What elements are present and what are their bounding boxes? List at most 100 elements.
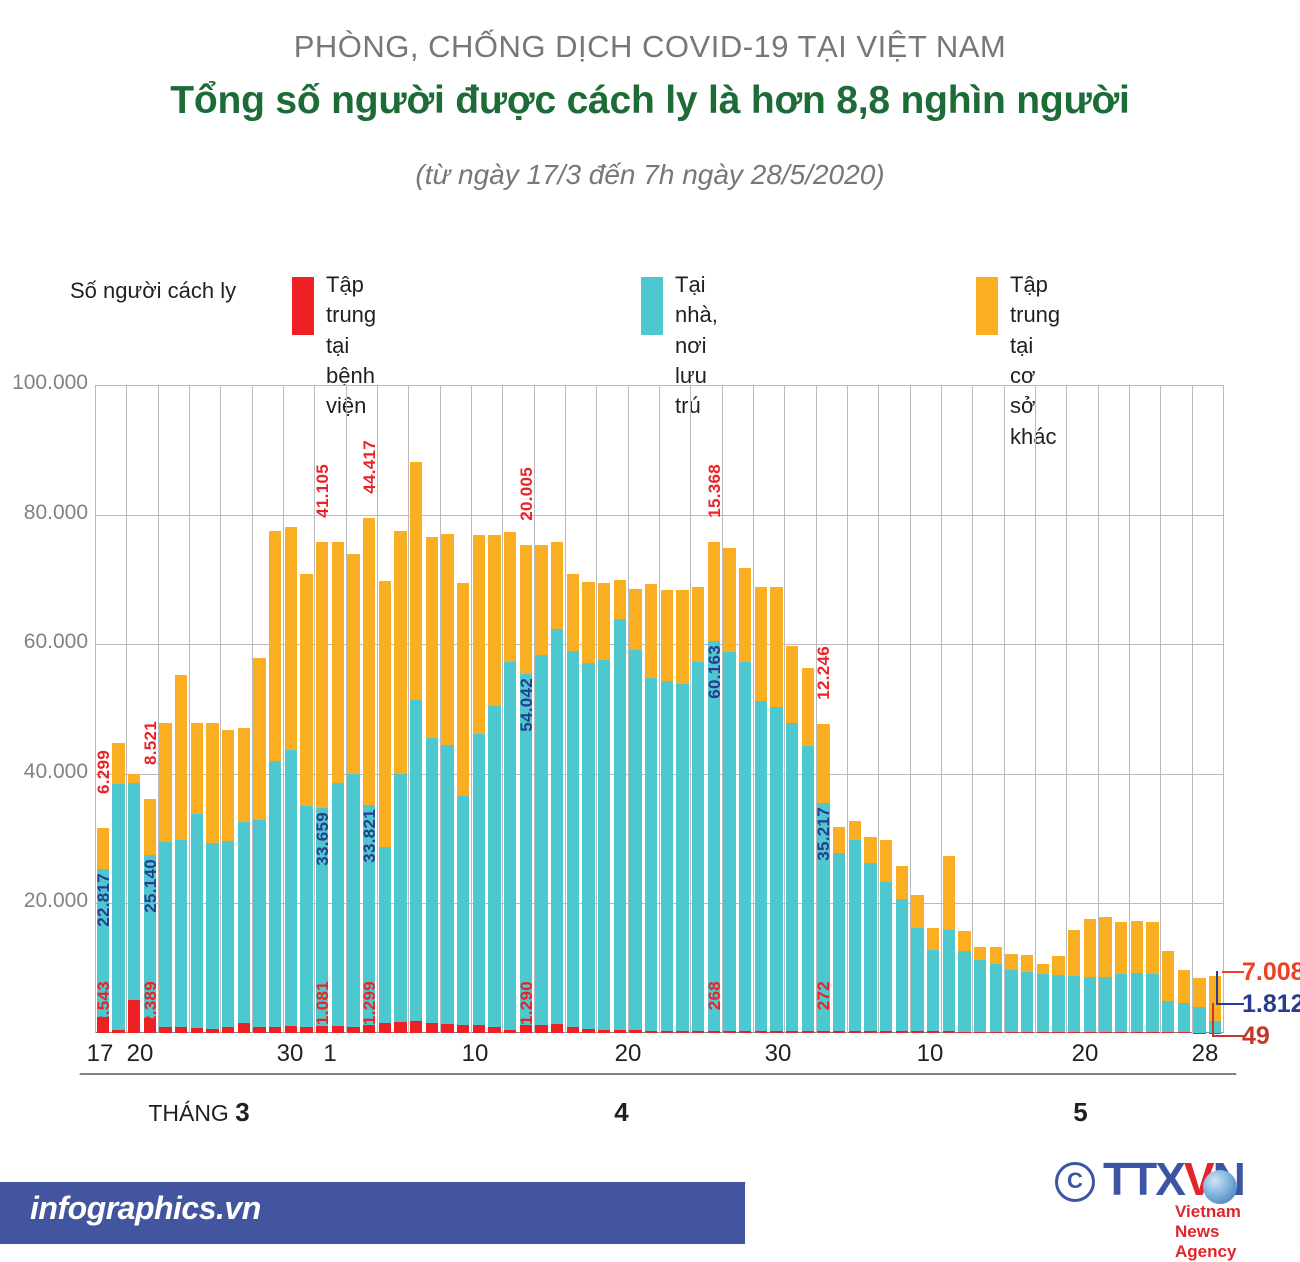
bar-stack[interactable] xyxy=(708,542,721,1033)
bar-stack[interactable] xyxy=(520,545,533,1033)
bar-stack[interactable] xyxy=(849,821,862,1033)
bar-stack[interactable] xyxy=(504,532,517,1033)
bar-stack[interactable] xyxy=(269,531,282,1033)
bar-stack[interactable] xyxy=(1115,922,1128,1033)
bar-stack[interactable] xyxy=(864,837,877,1033)
gridline-horizontal xyxy=(95,644,1223,645)
bar-stack[interactable] xyxy=(1005,954,1018,1033)
bar-stack[interactable] xyxy=(1084,919,1097,1033)
bar-stack[interactable] xyxy=(1099,917,1112,1033)
x-tick-label: 10 xyxy=(900,1040,960,1068)
bar-segment-home xyxy=(817,803,830,1031)
bar-segment-home xyxy=(911,928,924,1032)
bar-stack[interactable] xyxy=(927,928,940,1033)
gridline-vertical xyxy=(910,385,911,1033)
bar-stack[interactable] xyxy=(191,723,204,1033)
bar-stack[interactable] xyxy=(1146,922,1159,1033)
bar-stack[interactable] xyxy=(410,462,423,1033)
bar-segment-other xyxy=(112,743,125,784)
bar-stack[interactable] xyxy=(958,931,971,1033)
bar-stack[interactable] xyxy=(1131,921,1144,1033)
bar-stack[interactable] xyxy=(1162,951,1175,1033)
bar-stack[interactable] xyxy=(363,518,376,1033)
bar-segment-other xyxy=(817,724,830,803)
bar-stack[interactable] xyxy=(97,828,110,1033)
bar-stack[interactable] xyxy=(1068,930,1081,1033)
bar-segment-home xyxy=(238,822,251,1022)
bar-stack[interactable] xyxy=(896,866,909,1033)
bar-stack[interactable] xyxy=(943,856,956,1033)
bar-stack[interactable] xyxy=(661,590,674,1033)
bar-stack[interactable] xyxy=(880,840,893,1033)
bar-stack[interactable] xyxy=(394,531,407,1033)
data-label: 1.290 xyxy=(517,981,537,1025)
bar-stack[interactable] xyxy=(1021,955,1034,1033)
bar-segment-hospital xyxy=(1021,1032,1034,1033)
bar-stack[interactable] xyxy=(911,895,924,1033)
bar-stack[interactable] xyxy=(535,545,548,1033)
bar-segment-home xyxy=(1115,974,1128,1032)
bar-stack[interactable] xyxy=(1209,976,1222,1033)
bar-stack[interactable] xyxy=(347,554,360,1033)
bar-stack[interactable] xyxy=(238,728,251,1033)
bar-stack[interactable] xyxy=(629,588,642,1033)
bar-stack[interactable] xyxy=(175,675,188,1033)
bar-stack[interactable] xyxy=(488,535,501,1033)
bar-segment-hospital xyxy=(661,1031,674,1033)
bar-stack[interactable] xyxy=(222,730,235,1033)
bar-stack[interactable] xyxy=(723,548,736,1033)
bar-stack[interactable] xyxy=(974,947,987,1033)
bar-stack[interactable] xyxy=(300,574,313,1033)
data-label: 41.105 xyxy=(313,464,333,518)
bar-stack[interactable] xyxy=(457,583,470,1033)
bar-stack[interactable] xyxy=(676,590,689,1033)
bar-stack[interactable] xyxy=(316,542,329,1033)
bar-stack[interactable] xyxy=(582,582,595,1033)
bar-stack[interactable] xyxy=(206,723,219,1033)
bar-stack[interactable] xyxy=(159,723,172,1033)
bar-stack[interactable] xyxy=(128,774,141,1033)
bar-stack[interactable] xyxy=(253,658,266,1033)
data-label: 22.817 xyxy=(94,873,114,927)
bar-stack[interactable] xyxy=(473,535,486,1033)
bar-segment-other xyxy=(253,658,266,820)
bar-stack[interactable] xyxy=(441,534,454,1033)
bar-segment-home xyxy=(770,707,783,1031)
bar-stack[interactable] xyxy=(567,574,580,1033)
bar-stack[interactable] xyxy=(144,799,157,1033)
bar-stack[interactable] xyxy=(770,587,783,1033)
bar-stack[interactable] xyxy=(1037,964,1050,1033)
bar-segment-home xyxy=(739,662,752,1031)
bar-stack[interactable] xyxy=(551,542,564,1034)
gridline-vertical xyxy=(596,385,597,1033)
bar-stack[interactable] xyxy=(426,537,439,1033)
bar-segment-other xyxy=(629,589,642,651)
bar-stack[interactable] xyxy=(598,583,611,1033)
bar-stack[interactable] xyxy=(817,724,830,1033)
bar-stack[interactable] xyxy=(833,827,846,1033)
bar-stack[interactable] xyxy=(802,668,815,1033)
bar-stack[interactable] xyxy=(379,581,392,1033)
banner-notch xyxy=(660,1182,746,1244)
bar-stack[interactable] xyxy=(614,580,627,1033)
bar-stack[interactable] xyxy=(1193,978,1206,1033)
data-label: 12.246 xyxy=(814,646,834,700)
bar-segment-hospital xyxy=(238,1023,251,1033)
bar-stack[interactable] xyxy=(645,584,658,1033)
bar-segment-home xyxy=(1068,976,1081,1032)
bar-stack[interactable] xyxy=(692,587,705,1033)
bar-segment-home xyxy=(958,951,971,1032)
bar-stack[interactable] xyxy=(1178,970,1191,1033)
bar-segment-other xyxy=(97,828,110,869)
bar-stack[interactable] xyxy=(332,542,345,1033)
bar-segment-hospital xyxy=(943,1031,956,1033)
bar-stack[interactable] xyxy=(112,743,125,1033)
bar-stack[interactable] xyxy=(786,646,799,1034)
bar-segment-hospital xyxy=(911,1031,924,1033)
bar-segment-other xyxy=(1037,964,1050,974)
bar-stack[interactable] xyxy=(990,947,1003,1033)
bar-stack[interactable] xyxy=(1052,956,1065,1033)
bar-stack[interactable] xyxy=(285,527,298,1033)
bar-stack[interactable] xyxy=(739,568,752,1033)
bar-stack[interactable] xyxy=(755,587,768,1033)
